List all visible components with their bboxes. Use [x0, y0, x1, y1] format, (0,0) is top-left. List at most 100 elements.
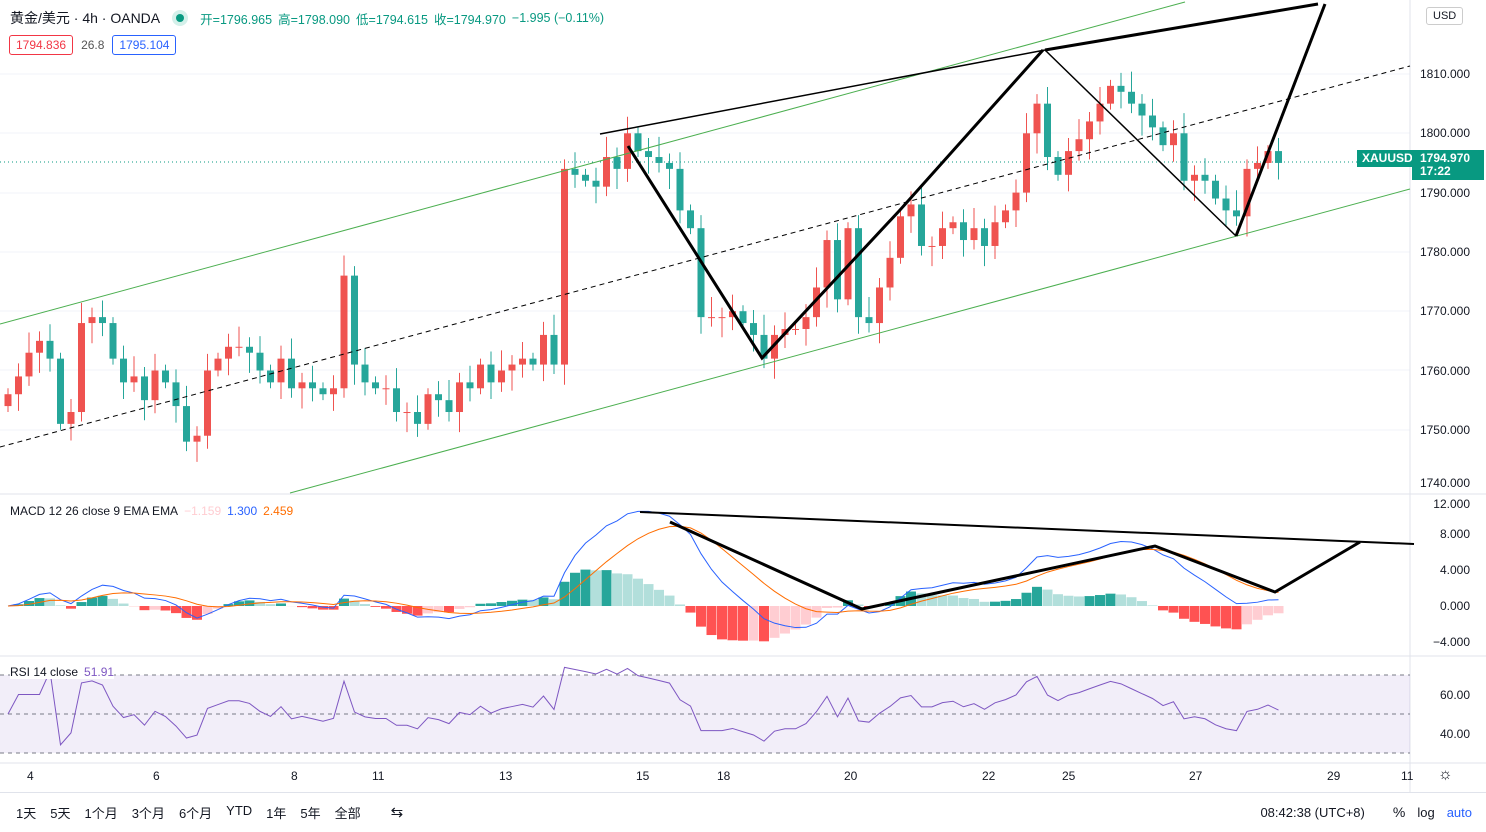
range-button[interactable]: 1年 — [266, 805, 287, 821]
date-range-icon[interactable]: ⇆ — [390, 804, 404, 821]
macd-hist-bar — [1074, 596, 1084, 606]
candle — [592, 167, 600, 204]
candle — [739, 305, 747, 329]
range-button[interactable]: 1个月 — [84, 805, 118, 821]
candle — [1212, 174, 1219, 205]
macd-hist-bar — [234, 601, 244, 606]
candle — [970, 208, 978, 250]
candle — [939, 211, 946, 260]
candle — [928, 236, 936, 267]
buy-button[interactable]: 1795.104 — [112, 35, 177, 55]
macd-hist-bar — [496, 602, 507, 606]
macd-hist-bar — [139, 606, 150, 611]
macd-hist-bar — [580, 569, 591, 606]
macd-hist-bar — [570, 572, 580, 606]
range-button[interactable]: 全部 — [334, 805, 361, 821]
candle — [655, 136, 663, 173]
candle — [214, 352, 222, 377]
macd-hist-bar — [790, 606, 801, 630]
macd-hist-bar — [1116, 594, 1126, 606]
low: 低=1794.615 — [356, 12, 428, 27]
rsi-label: RSI 14 close — [10, 665, 79, 679]
sell-button[interactable]: 1794.836 — [9, 35, 74, 55]
macd-hist-bar — [276, 603, 286, 606]
candle — [25, 332, 33, 386]
candle — [172, 369, 180, 423]
macd-hist-bar — [769, 606, 780, 638]
macd-hist-bar — [664, 595, 675, 606]
chart-canvas[interactable] — [0, 0, 1486, 792]
currency-select[interactable]: USD — [1426, 7, 1464, 25]
macd-hist-bar — [265, 604, 276, 606]
clock: 08:42:38 (UTC+8) — [1260, 804, 1365, 820]
candle — [1033, 94, 1041, 154]
macd-label: MACD 12 26 close 9 EMA EMA — [10, 504, 179, 518]
range-button[interactable]: 3个月 — [131, 805, 165, 821]
channel-upper — [0, 1, 1186, 325]
candle — [1002, 204, 1009, 229]
candle — [1086, 111, 1093, 160]
macd-hist-bar — [832, 606, 843, 608]
macd-hist-bar — [601, 570, 612, 606]
macd-hist-bar — [1252, 606, 1263, 620]
range-button[interactable]: YTD — [226, 802, 253, 818]
candle — [1107, 79, 1114, 110]
candle — [36, 331, 43, 373]
macd-hist-value: −1.159 — [184, 504, 222, 518]
candle — [361, 347, 369, 396]
candle — [1075, 119, 1083, 161]
signal-line — [7, 525, 1279, 615]
range-button[interactable]: 5天 — [50, 805, 71, 821]
range-button[interactable]: 5年 — [300, 805, 321, 821]
percent-toggle[interactable]: % — [1392, 804, 1406, 820]
candle — [193, 426, 201, 462]
candle — [120, 345, 127, 399]
candle — [708, 296, 715, 327]
candle — [435, 381, 442, 417]
time-tick: 29 — [1327, 769, 1341, 783]
candle — [372, 376, 379, 395]
candle — [151, 353, 159, 414]
macd-tick: 12.000 — [1433, 497, 1470, 511]
macd-hist-bar — [66, 606, 76, 609]
candle — [603, 136, 610, 197]
macd-hist-bar — [916, 593, 927, 606]
macd-hist-bar — [990, 601, 1000, 606]
candle — [246, 337, 253, 373]
macd-hist-bar — [727, 606, 738, 641]
symbol-tag: XAUUSD — [1357, 150, 1418, 167]
time-tick: 25 — [1062, 769, 1076, 783]
symbol-title[interactable]: 黄金/美元 · 4h · OANDA — [10, 10, 161, 26]
macd-hist-bar — [1158, 606, 1168, 611]
candle — [687, 204, 694, 235]
macd-hist-bar — [1179, 606, 1189, 619]
time-tick: 11 — [372, 769, 385, 783]
macd-hist-bar — [717, 606, 727, 640]
macd-hist-bar — [559, 581, 570, 606]
log-toggle[interactable]: log — [1417, 804, 1435, 820]
candle — [393, 368, 400, 422]
candle — [319, 382, 327, 401]
macd-hist-bar — [517, 599, 528, 606]
auto-toggle[interactable]: auto — [1446, 804, 1472, 820]
candle — [886, 241, 894, 301]
candle — [477, 358, 484, 395]
price-tick: 1790.000 — [1419, 185, 1470, 200]
price-tick: 1780.000 — [1419, 244, 1470, 259]
candle — [1128, 71, 1135, 114]
macd-legend: MACD 12 26 close 9 EMA EMA −1.159 1.300 … — [10, 504, 293, 518]
candle — [1012, 179, 1020, 227]
range-button[interactable]: 1天 — [16, 805, 37, 821]
candle — [792, 323, 799, 335]
rsi-legend: RSI 14 close 51.91 — [10, 665, 115, 679]
time-tick: 11 — [1401, 769, 1414, 783]
drawings[interactable] — [0, 1, 1415, 611]
candle — [1243, 159, 1251, 237]
macd-hist-bar — [696, 606, 706, 627]
rsi-line — [7, 666, 1279, 747]
range-button[interactable]: 6个月 — [178, 805, 213, 821]
macd-hist-bar — [958, 598, 969, 606]
macd-hist-bar — [1231, 606, 1242, 630]
settings-gear-icon[interactable]: ☼ — [1438, 766, 1453, 783]
candle — [1275, 138, 1282, 180]
